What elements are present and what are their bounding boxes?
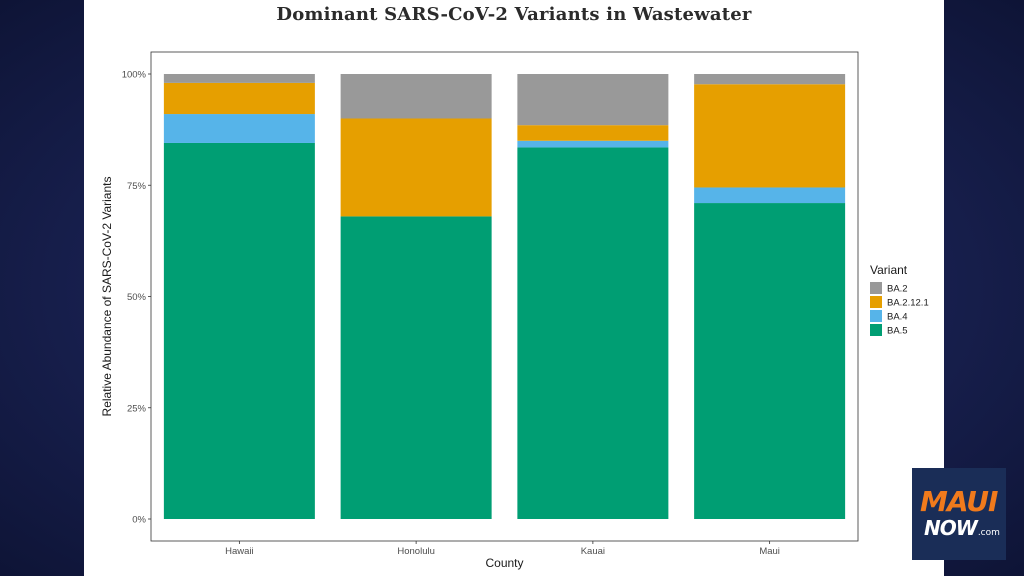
chart-title: Dominant SARS-CoV-2 Variants in Wastewat… [276,4,752,25]
bar-segment-maui-ba-2 [694,74,846,85]
bar-segment-kauai-ba-2 [517,74,669,126]
y-tick-label: 0% [132,515,146,526]
x-tick-label-maui: Maui [759,546,780,557]
legend-key-ba-5 [870,324,882,336]
bar-segment-hawaii-ba-5 [163,142,315,519]
x-tick-label-hawaii: Hawaii [225,546,254,557]
x-axis-title: County [485,556,523,570]
chart-panel: Dominant SARS-CoV-2 Variants in Wastewat… [84,0,944,576]
legend-key-ba-2-12-1 [870,296,882,308]
y-tick-label: 25% [127,403,147,414]
bar-segment-honolulu-ba-2-12-1 [340,118,492,217]
bar-segment-kauai-ba-5 [517,147,669,520]
bar-segment-maui-ba-4 [694,187,846,204]
legend-label-ba-4: BA.4 [887,312,908,323]
bar-segment-kauai-ba-2-12-1 [517,125,669,141]
bar-segment-hawaii-ba-2 [163,74,315,83]
legend-label-ba-2: BA.2 [887,284,908,295]
legend-label-ba-2-12-1: BA.2.12.1 [887,298,929,309]
logo-dotcom: .com [977,528,1000,538]
y-tick-label: 75% [127,181,147,192]
bar-segment-hawaii-ba-4 [163,114,315,143]
legend-key-ba-2 [870,282,882,294]
logo-now-word: NOW [924,516,978,540]
stacked-bar-chart: 0% 25% 50% 75% 100% Hawaii Honolulu Kauai Maui Co… [100,51,929,570]
bar-segment-maui-ba-5 [694,203,846,520]
y-tick-label: 50% [127,292,147,303]
bar-segment-kauai-ba-4 [517,140,669,148]
maui-now-logo: MAUI NOW.com [912,468,1006,560]
x-tick-label-honolulu: Honolulu [397,546,435,557]
legend-title: Variant [870,263,908,277]
bar-segment-maui-ba-2-12-1 [694,84,846,188]
legend-label-ba-5: BA.5 [887,326,908,337]
x-tick-label-kauai: Kauai [581,546,605,557]
bar-segment-honolulu-ba-2 [340,74,492,119]
logo-text-now: NOW.com [924,518,1000,538]
logo-text-maui: MAUI [920,485,998,518]
y-axis-title: Relative Abundance of SARS-CoV-2 Variant… [100,177,114,417]
bar-segment-honolulu-ba-5 [340,216,492,519]
bar-segment-hawaii-ba-2-12-1 [163,82,315,115]
legend-key-ba-4 [870,310,882,322]
y-tick-label: 100% [122,70,147,81]
